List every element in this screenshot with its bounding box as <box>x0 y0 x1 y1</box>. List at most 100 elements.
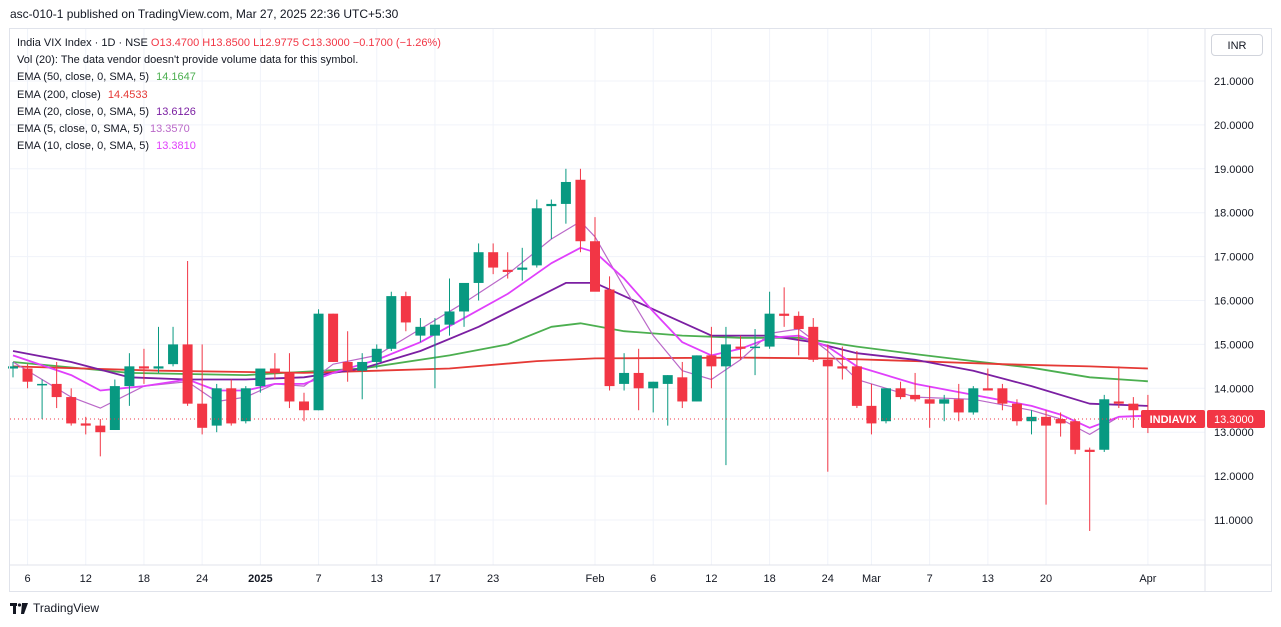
candle <box>575 168 586 253</box>
candle-body <box>8 366 18 369</box>
candle-body <box>1128 403 1139 411</box>
candle <box>822 344 833 472</box>
candle <box>255 368 266 393</box>
candle-body <box>371 348 382 362</box>
legend-ema-200[interactable]: EMA (200, close) 14.4533 <box>17 87 441 104</box>
tradingview-logo-icon <box>10 602 28 614</box>
candle <box>837 346 848 380</box>
candle <box>779 287 790 327</box>
legend-ema-value: 13.3570 <box>150 123 190 136</box>
candle <box>269 353 280 380</box>
candle-body <box>109 386 120 431</box>
candle-body <box>633 372 644 389</box>
candle-body <box>80 423 91 426</box>
candle-body <box>662 375 673 384</box>
candle <box>982 368 993 391</box>
candle-body <box>153 366 164 369</box>
y-tick-label: 19.0000 <box>1214 164 1254 176</box>
candle <box>400 291 411 332</box>
legend-ema-5[interactable]: EMA (5, close, 0, SMA, 5) 13.3570 <box>17 121 441 138</box>
candle-body <box>720 344 731 367</box>
legend-ema-value: 14.1647 <box>156 71 196 84</box>
candle-body <box>968 388 979 413</box>
candle <box>168 326 179 367</box>
candle <box>968 386 979 415</box>
candle-body <box>910 394 921 400</box>
candle-body <box>197 403 208 428</box>
candle-body <box>895 388 906 398</box>
brand-name: TradingView <box>33 601 100 615</box>
candle-body <box>400 296 411 323</box>
candle <box>182 260 193 406</box>
candle-body <box>502 269 513 272</box>
x-tick-label: 6 <box>24 573 30 585</box>
candle <box>211 383 222 433</box>
legend-open: O13.4700 <box>150 37 200 49</box>
candle-body <box>240 388 251 422</box>
x-tick-label: 12 <box>80 573 92 585</box>
candle <box>429 318 440 389</box>
legend-ema-value: 13.6126 <box>156 105 196 118</box>
candle-body <box>211 388 222 426</box>
x-tick-label: Apr <box>1139 573 1156 585</box>
x-tick-label: Mar <box>862 573 881 585</box>
candle-body <box>648 381 659 389</box>
candle-body <box>953 399 964 413</box>
x-tick-label: 7 <box>315 573 321 585</box>
candle <box>240 386 251 424</box>
symbol-tag <box>1141 410 1205 429</box>
candle-body <box>37 383 48 386</box>
candle <box>793 311 804 356</box>
candle <box>604 276 615 391</box>
candle <box>706 326 717 389</box>
candle-body <box>22 368 33 382</box>
last-price-badge: INDIAVIX 13.3000 <box>1141 410 1265 429</box>
x-tick-label: Feb <box>586 573 605 585</box>
legend-ema-50[interactable]: EMA (50, close, 0, SMA, 5) 14.1647 <box>17 69 441 86</box>
candle-body <box>357 361 368 371</box>
candle-body <box>124 366 135 387</box>
candle-body <box>939 399 950 404</box>
candle <box>299 392 309 422</box>
candle-body <box>328 313 339 362</box>
candle-body <box>1084 449 1095 452</box>
candle-body <box>517 267 528 270</box>
candle-body <box>51 383 62 398</box>
currency-button[interactable]: INR <box>1211 34 1263 56</box>
candle <box>1113 366 1124 409</box>
candle <box>851 350 862 409</box>
chart-frame <box>9 28 1272 592</box>
x-tick-label: 7 <box>927 573 933 585</box>
y-tick-label: 15.0000 <box>1214 339 1254 351</box>
candle-body <box>473 252 484 283</box>
candle <box>691 355 702 402</box>
legend-ema-label: EMA (50, close, 0, SMA, 5) <box>17 71 150 84</box>
candle <box>444 278 455 336</box>
candle <box>517 247 528 281</box>
candle-body <box>677 377 688 402</box>
candle <box>531 199 542 268</box>
candle-body <box>444 311 455 325</box>
candle <box>1026 410 1037 435</box>
candle-body <box>779 313 790 316</box>
x-tick-label: 24 <box>822 573 834 585</box>
candle-body <box>459 282 470 312</box>
candle <box>764 291 775 349</box>
legend-volume[interactable]: Vol (20): The data vendor doesn't provid… <box>17 54 359 67</box>
candle <box>1011 399 1022 426</box>
candle <box>720 326 731 466</box>
candle <box>1041 410 1052 505</box>
candle-body <box>575 179 586 242</box>
candle-body <box>168 344 179 365</box>
candle-body <box>226 388 237 424</box>
candle-body <box>750 346 761 349</box>
legend-ema-10[interactable]: EMA (10, close, 0, SMA, 5) 13.3810 <box>17 138 441 155</box>
candle <box>1099 394 1110 452</box>
y-tick-label: 17.0000 <box>1214 252 1254 264</box>
candle <box>51 361 62 409</box>
legend-symbol[interactable]: India VIX Index · 1D · NSE <box>17 37 148 49</box>
legend-ema-20[interactable]: EMA (20, close, 0, SMA, 5) 13.6126 <box>17 104 441 121</box>
y-tick-label: 14.0000 <box>1214 383 1254 395</box>
candle <box>1070 419 1081 455</box>
